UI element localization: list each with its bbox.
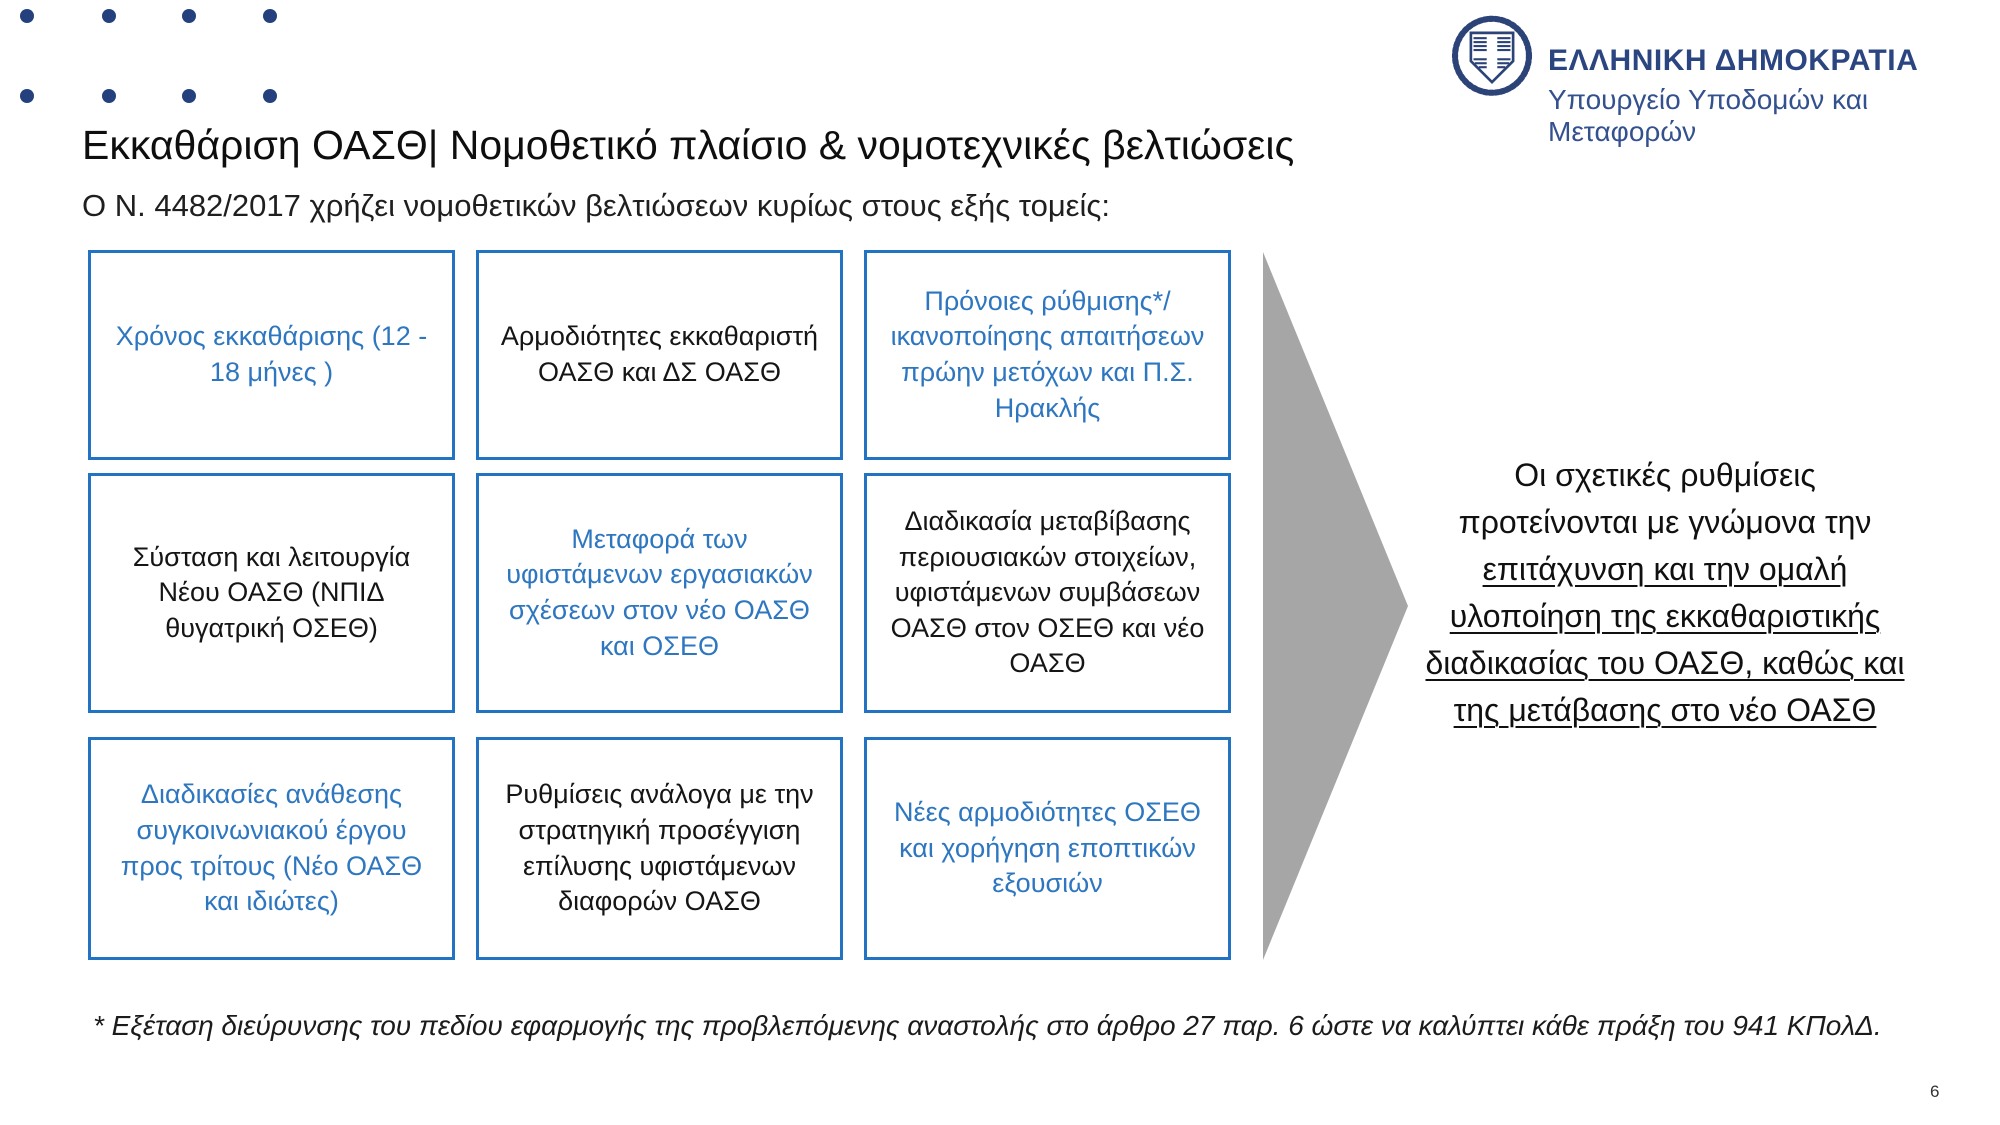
page-title: Εκκαθάριση ΟΑΣΘ| Νομοθετικό πλαίσιο & νο… xyxy=(82,122,1295,168)
topic-box-oseth-competences: Νέες αρμοδιότητες ΟΣΕΘ και χορήγηση εποπ… xyxy=(864,737,1231,960)
topic-box-dispute-resolution: Ρυθμίσεις ανάλογα με την στρατηγική προσ… xyxy=(476,737,843,960)
greek-coat-of-arms-icon xyxy=(1451,15,1533,96)
topic-box-shareholder-claims: Πρόνοιες ρύθμισης*/ικανοποίησης απαιτήσε… xyxy=(864,250,1231,460)
org-name: ΕΛΛΗΝΙΚΗ ΔΗΜΟΚΡΑΤΙΑ xyxy=(1548,44,1919,77)
government-header: ΕΛΛΗΝΙΚΗ ΔΗΜΟΚΡΑΤΙΑ Υπουργείο Υποδομών κ… xyxy=(1548,44,2000,148)
topic-box-label: Νέες αρμοδιότητες ΟΣΕΘ και χορήγηση εποπ… xyxy=(894,797,1201,899)
dot xyxy=(263,89,277,103)
topic-box-label: Διαδικασίες ανάθεσης συγκοινωνιακού έργο… xyxy=(120,779,423,917)
conclusion-underlined: επιτάχυνση και την ομαλή υλοποίηση της ε… xyxy=(1425,551,1905,728)
page-number: 6 xyxy=(1930,1082,1940,1101)
decorative-dots xyxy=(0,0,300,120)
topic-box-label: Αρμοδιότητες εκκαθαριστή ΟΑΣΘ και ΔΣ ΟΑΣ… xyxy=(500,321,819,387)
subtitle: Ο Ν. 4482/2017 χρήζει νομοθετικών βελτιώ… xyxy=(82,188,1110,223)
dot xyxy=(20,89,34,103)
topic-box-liquidation-time: Χρόνος εκκαθάρισης (12 - 18 μήνες ) xyxy=(88,250,455,460)
topic-box-label: Χρόνος εκκαθάρισης (12 - 18 μήνες ) xyxy=(115,321,428,387)
dot xyxy=(20,9,34,23)
dot xyxy=(182,89,196,103)
topic-box-new-oasth-establishment: Σύσταση και λειτουργία Νέου ΟΑΣΘ (ΝΠΙΔ θ… xyxy=(88,473,455,713)
topic-box-label: Σύσταση και λειτουργία Νέου ΟΑΣΘ (ΝΠΙΔ θ… xyxy=(132,541,411,643)
topic-box-liquidator-competences: Αρμοδιότητες εκκαθαριστή ΟΑΣΘ και ΔΣ ΟΑΣ… xyxy=(476,250,843,460)
topic-box-third-party-assignment: Διαδικασίες ανάθεσης συγκοινωνιακού έργο… xyxy=(88,737,455,960)
topic-box-label: Μεταφορά των υφιστάμενων εργασιακών σχέσ… xyxy=(506,523,813,661)
dot xyxy=(102,9,116,23)
dot xyxy=(102,89,116,103)
arrow-right-icon xyxy=(1263,252,1408,960)
topic-box-asset-transfer: Διαδικασία μεταβίβασης περιουσιακών στοι… xyxy=(864,473,1231,713)
org-department: Υπουργείο Υποδομών και Μεταφορών xyxy=(1548,84,1869,147)
dot xyxy=(263,9,277,23)
topic-box-label: Ρυθμίσεις ανάλογα με την στρατηγική προσ… xyxy=(505,779,814,917)
topic-box-label: Πρόνοιες ρύθμισης*/ικανοποίησης απαιτήσε… xyxy=(890,285,1205,423)
footnote: * Εξέταση διεύρυνσης του πεδίου εφαρμογή… xyxy=(93,1010,1882,1041)
conclusion-normal: Οι σχετικές ρυθμίσεις προτείνονται με γν… xyxy=(1458,457,1872,540)
topic-box-employment-transfer: Μεταφορά των υφιστάμενων εργασιακών σχέσ… xyxy=(476,473,843,713)
dot xyxy=(182,9,196,23)
topic-box-label: Διαδικασία μεταβίβασης περιουσιακών στοι… xyxy=(890,505,1205,679)
conclusion-text: Οι σχετικές ρυθμίσεις προτείνονται με γν… xyxy=(1425,452,1905,734)
